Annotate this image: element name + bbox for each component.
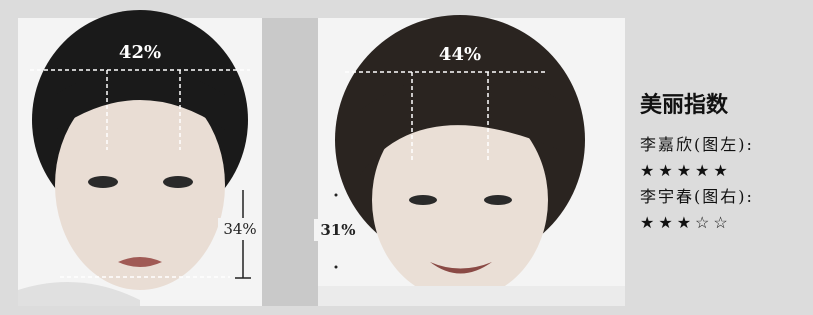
page: 42% 34% 44% 31% 美丽指数 李嘉欣(图左): ★★★★★ 李宇春(… (0, 0, 813, 315)
side-label: 34% (223, 220, 256, 238)
right-photo: 44% 31% (314, 15, 625, 306)
top-label: 42% (119, 42, 161, 63)
panel-title: 美丽指数 (640, 92, 729, 118)
entry-name: 李宇春(图右): (640, 187, 754, 206)
top-label: 44% (439, 44, 481, 65)
entry-rating: ★★★★★ (640, 161, 732, 180)
graphic: 42% 34% 44% 31% 美丽指数 李嘉欣(图左): ★★★★★ 李宇春(… (0, 0, 813, 315)
entry-rating: ★★★☆☆ (640, 213, 732, 232)
divider (262, 18, 318, 306)
entry-name: 李嘉欣(图左): (640, 135, 754, 154)
side-label: 31% (320, 221, 355, 239)
left-photo: 42% 34% (18, 10, 264, 306)
